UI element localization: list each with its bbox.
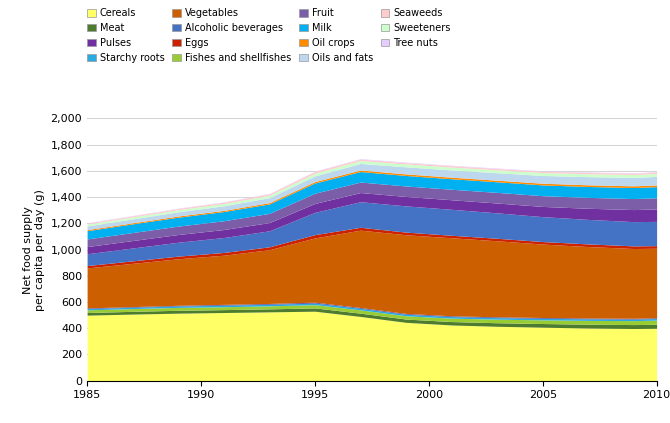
Legend: Cereals, Meat, Pulses, Starchy roots, Vegetables, Alcoholic beverages, Eggs, Fis: Cereals, Meat, Pulses, Starchy roots, Ve… bbox=[87, 8, 451, 63]
Y-axis label: Net food supply
per capita per day (g): Net food supply per capita per day (g) bbox=[23, 189, 45, 310]
